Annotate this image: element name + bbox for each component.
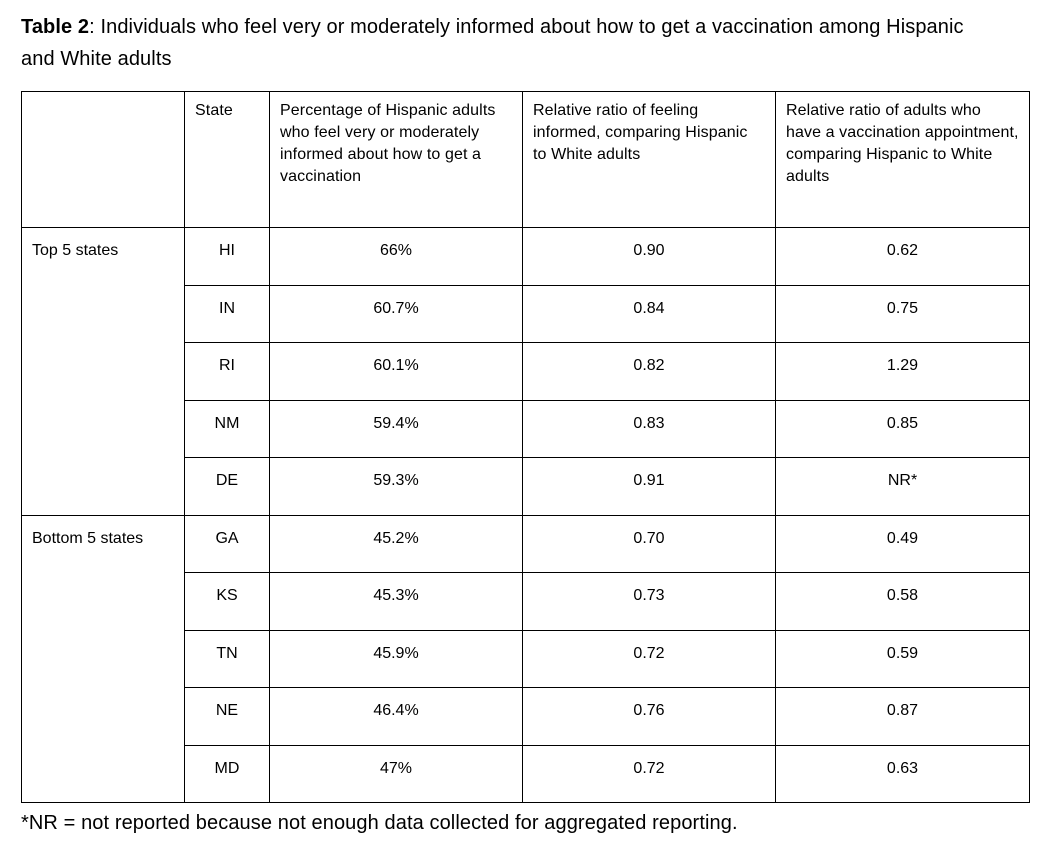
cell-ratio-informed: 0.84	[522, 284, 776, 343]
table-row: MD 47% 0.72 0.63	[22, 744, 1030, 803]
cell-percentage: 60.7%	[269, 284, 523, 343]
table-row: Bottom 5 states GA 45.2% 0.70 0.49	[21, 514, 1030, 803]
cell-ratio-informed: 0.83	[522, 399, 776, 458]
cell-state: NE	[184, 687, 270, 746]
cell-percentage: 59.4%	[269, 399, 523, 458]
cell-ratio-appointment: 0.49	[775, 514, 1030, 573]
cell-ratio-appointment: 0.58	[775, 572, 1030, 631]
cell-ratio-appointment: 0.85	[775, 399, 1030, 458]
cell-ratio-informed: 0.70	[522, 514, 776, 573]
header-cell-percentage: Percentage of Hispanic adults who feel v…	[269, 91, 523, 228]
cell-ratio-informed: 0.72	[522, 744, 776, 803]
table-title-label: Table 2	[21, 16, 90, 38]
cell-state: NM	[184, 399, 270, 458]
table-row: KS 45.3% 0.73 0.58	[22, 572, 1030, 631]
group-label-top5: Top 5 states	[21, 227, 185, 516]
table-footnote: *NR = not reported because not enough da…	[21, 812, 738, 834]
header-cell-ratio-informed: Relative ratio of feeling informed, comp…	[522, 91, 776, 228]
cell-ratio-informed: 0.72	[522, 629, 776, 688]
cell-state: RI	[184, 342, 270, 401]
cell-ratio-appointment: NR*	[775, 457, 1030, 516]
cell-state: GA	[184, 514, 270, 573]
cell-percentage: 60.1%	[269, 342, 523, 401]
cell-ratio-informed: 0.91	[522, 457, 776, 516]
cell-percentage: 47%	[269, 744, 523, 803]
document-page: Table 2: Individuals who feel very or mo…	[21, 11, 1030, 834]
cell-state: HI	[184, 227, 270, 286]
group-label-bottom5: Bottom 5 states	[21, 514, 185, 803]
cell-ratio-appointment: 0.87	[775, 687, 1030, 746]
table-row: IN 60.7% 0.84 0.75	[22, 284, 1030, 343]
cell-state: IN	[184, 284, 270, 343]
cell-state: TN	[184, 629, 270, 688]
cell-ratio-appointment: 0.59	[775, 629, 1030, 688]
cell-percentage: 45.9%	[269, 629, 523, 688]
table-row: RI 60.1% 0.82 1.29	[22, 342, 1030, 401]
cell-state: MD	[184, 744, 270, 803]
table-row: Top 5 states HI 66% 0.90 0.62	[21, 227, 1030, 516]
cell-ratio-appointment: 0.62	[775, 227, 1030, 286]
table-title: Table 2: Individuals who feel very or mo…	[21, 11, 986, 75]
cell-state: DE	[184, 457, 270, 516]
header-cell-state: State	[184, 91, 270, 228]
cell-state: KS	[184, 572, 270, 631]
cell-ratio-appointment: 0.75	[775, 284, 1030, 343]
cell-percentage: 46.4%	[269, 687, 523, 746]
cell-ratio-informed: 0.76	[522, 687, 776, 746]
header-cell-ratio-appointment: Relative ratio of adults who have a vacc…	[775, 91, 1030, 228]
cell-ratio-informed: 0.73	[522, 572, 776, 631]
cell-percentage: 59.3%	[269, 457, 523, 516]
data-table: State Percentage of Hispanic adults who …	[21, 91, 1030, 803]
table-row: TN 45.9% 0.72 0.59	[22, 629, 1030, 688]
cell-ratio-appointment: 0.63	[775, 744, 1030, 803]
cell-ratio-informed: 0.82	[522, 342, 776, 401]
table-row: NE 46.4% 0.76 0.87	[22, 687, 1030, 746]
cell-percentage: 66%	[269, 227, 523, 286]
cell-percentage: 45.2%	[269, 514, 523, 573]
cell-ratio-informed: 0.90	[522, 227, 776, 286]
header-row: State Percentage of Hispanic adults who …	[21, 91, 1030, 228]
table-title-text: : Individuals who feel very or moderatel…	[21, 16, 964, 70]
table-row: DE 59.3% 0.91 NR*	[22, 457, 1030, 516]
cell-ratio-appointment: 1.29	[775, 342, 1030, 401]
header-cell-group	[21, 91, 185, 228]
table-row: NM 59.4% 0.83 0.85	[22, 399, 1030, 458]
cell-percentage: 45.3%	[269, 572, 523, 631]
